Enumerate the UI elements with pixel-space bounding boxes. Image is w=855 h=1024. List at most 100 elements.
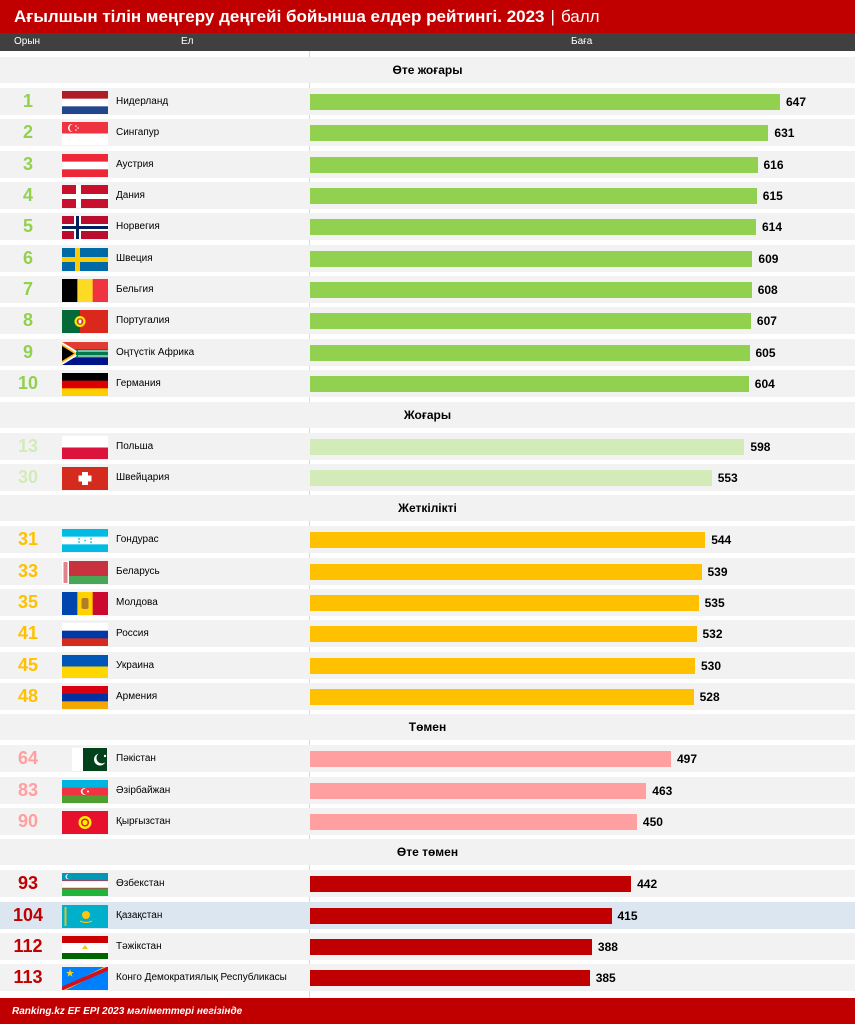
score-value: 544 <box>711 532 732 547</box>
score-value: 608 <box>757 282 778 297</box>
country-name: Норвегия <box>116 221 160 232</box>
country-name: Дания <box>116 190 145 201</box>
score-bar <box>310 939 592 955</box>
score-value: 647 <box>786 94 807 109</box>
source-note: Ranking.kz EF EPI 2023 мәліметтері негіз… <box>12 1005 243 1017</box>
score-bar <box>310 908 612 924</box>
country-name: Швеция <box>116 253 153 264</box>
country-row: 64 Пәкістан 497 <box>0 745 855 772</box>
kazakhstan-flag-icon <box>62 905 108 928</box>
score-bar <box>310 345 750 361</box>
rank-label: 6 <box>22 248 33 268</box>
score-bar <box>310 94 780 110</box>
score-value: 388 <box>597 939 618 954</box>
country-row: 112 Тәжікстан 388 <box>0 933 855 960</box>
score-bar <box>310 313 751 329</box>
score-value: 385 <box>595 970 616 985</box>
country-row: 31 Гондурас 544 <box>0 526 855 553</box>
country-row: 93 Өзбекстан 442 <box>0 870 855 897</box>
country-name: Тәжікстан <box>116 941 162 952</box>
armenia-flag-icon <box>62 686 108 709</box>
germany-flag-icon <box>62 373 108 396</box>
score-bar <box>310 751 671 767</box>
rank-label: 93 <box>17 873 39 893</box>
score-value: 530 <box>701 658 722 673</box>
group-heading: Жеткілікті <box>0 495 855 522</box>
portugal-flag-icon <box>62 310 108 333</box>
rank-label: 90 <box>17 811 39 831</box>
country-name: Қазақстан <box>116 910 163 921</box>
country-name: Оңтүстік Африка <box>116 347 195 358</box>
country-row: 33 Беларусь 539 <box>0 558 855 585</box>
country-row: 104 Қазақстан 415 <box>0 902 855 929</box>
russia-flag-icon <box>62 623 108 646</box>
pakistan-flag-icon <box>72 748 107 771</box>
score-bar <box>310 689 694 705</box>
country-name: Конго Демократиялық Республикасы <box>116 972 287 983</box>
score-value: 616 <box>763 157 784 172</box>
score-value: 528 <box>699 689 720 704</box>
rank-label: 45 <box>17 655 39 675</box>
rank-label: 31 <box>17 529 39 549</box>
azerbaijan-flag-icon <box>62 780 108 803</box>
score-bar <box>310 125 769 141</box>
title-separator: | <box>550 6 555 26</box>
score-value: 442 <box>637 876 658 891</box>
score-bar <box>310 814 637 830</box>
country-name: Португалия <box>116 315 170 326</box>
rank-label: 4 <box>22 185 33 205</box>
country-row: 3 Аустрия 616 <box>0 151 855 178</box>
country-row: 41 Россия 532 <box>0 620 855 647</box>
country-row: 10 Германия 604 <box>0 370 855 397</box>
ukraine-flag-icon <box>62 655 108 678</box>
score-bar <box>310 219 756 235</box>
country-row: 1 Нидерланд 647 <box>0 88 855 115</box>
country-name: Беларусь <box>116 566 160 577</box>
ranking-table: Өте жоғары 1 Нидерланд 647 2 Сингапур 631 3 Ауст… <box>0 51 855 998</box>
score-bar <box>310 658 695 674</box>
score-value: 532 <box>702 626 723 641</box>
country-row: 35 Молдова 535 <box>0 589 855 616</box>
country-row: 7 Бельгия 608 <box>0 276 855 303</box>
rank-label: 48 <box>17 686 39 706</box>
country-row: 30 Швейцария 553 <box>0 464 855 491</box>
score-value: 614 <box>762 219 783 234</box>
country-name: Бельгия <box>116 284 154 295</box>
rank-label: 104 <box>12 905 44 925</box>
score-bar <box>310 251 753 267</box>
title-bar: Ағылшын тілін меңгеру деңгейі бойынша ел… <box>0 0 855 33</box>
score-bar <box>310 626 697 642</box>
rank-label: 3 <box>22 154 33 174</box>
country-row: 45 Украина 530 <box>0 652 855 679</box>
country-row: 9 Оңтүстік Африка 605 <box>0 339 855 366</box>
chart-title: Ағылшын тілін меңгеру деңгейі бойынша ел… <box>14 6 545 26</box>
rank-label: 33 <box>17 561 39 581</box>
score-value: 598 <box>750 439 771 454</box>
rank-label: 1 <box>22 91 33 111</box>
country-row: 8 Португалия 607 <box>0 307 855 334</box>
score-bar <box>310 470 712 486</box>
score-bar <box>310 876 632 892</box>
country-name: Россия <box>116 628 149 639</box>
country-name: Аустрия <box>116 159 154 170</box>
country-name: Қырғызстан <box>116 816 171 827</box>
netherlands-flag-icon <box>62 91 108 114</box>
footer: Ranking.kz EF EPI 2023 мәліметтері негіз… <box>0 998 855 1024</box>
country-name: Молдова <box>116 597 158 608</box>
country-row: 83 Әзірбайжан 463 <box>0 777 855 804</box>
country-row: 5 Норвегия 614 <box>0 213 855 240</box>
country-name: Нидерланд <box>116 96 169 107</box>
dr-congo-flag-icon <box>62 967 108 990</box>
honduras-flag-icon <box>62 529 108 552</box>
country-name: Әзірбайжан <box>116 785 171 796</box>
country-name: Армения <box>116 691 158 702</box>
score-value: 605 <box>755 345 776 360</box>
rank-label: 13 <box>17 436 39 456</box>
group-heading: Төмен <box>0 714 855 741</box>
chart-unit: балл <box>560 6 600 26</box>
country-name: Швейцария <box>116 472 170 483</box>
score-bar <box>310 188 757 204</box>
column-header-rank: Орын <box>14 36 41 47</box>
switzerland-flag-icon <box>62 467 108 490</box>
rank-label: 35 <box>17 592 39 612</box>
